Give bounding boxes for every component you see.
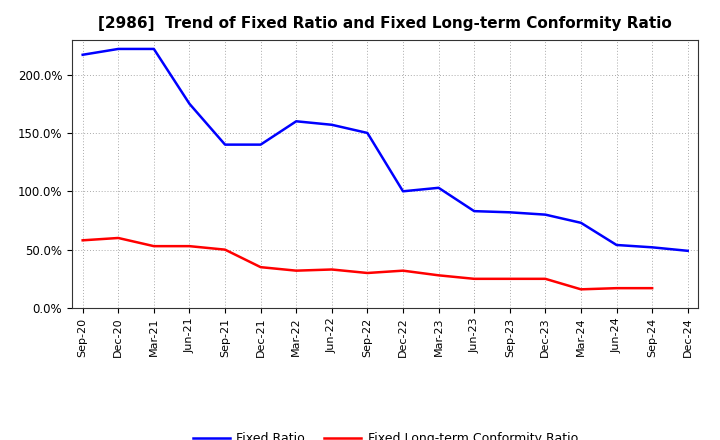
Fixed Long-term Conformity Ratio xyxy=(328,267,336,272)
Fixed Long-term Conformity Ratio xyxy=(363,270,372,275)
Fixed Ratio xyxy=(683,248,692,253)
Title: [2986]  Trend of Fixed Ratio and Fixed Long-term Conformity Ratio: [2986] Trend of Fixed Ratio and Fixed Lo… xyxy=(99,16,672,32)
Fixed Long-term Conformity Ratio xyxy=(114,235,122,241)
Fixed Ratio xyxy=(577,220,585,225)
Fixed Ratio xyxy=(114,46,122,51)
Fixed Long-term Conformity Ratio xyxy=(221,247,230,252)
Fixed Ratio xyxy=(505,210,514,215)
Line: Fixed Long-term Conformity Ratio: Fixed Long-term Conformity Ratio xyxy=(83,238,652,290)
Fixed Long-term Conformity Ratio xyxy=(399,268,408,273)
Fixed Ratio xyxy=(541,212,549,217)
Fixed Ratio xyxy=(470,209,479,214)
Fixed Ratio xyxy=(648,245,657,250)
Fixed Ratio xyxy=(434,185,443,191)
Fixed Long-term Conformity Ratio xyxy=(434,273,443,278)
Fixed Long-term Conformity Ratio xyxy=(612,286,621,291)
Fixed Ratio xyxy=(78,52,87,57)
Fixed Long-term Conformity Ratio xyxy=(78,238,87,243)
Fixed Long-term Conformity Ratio xyxy=(150,243,158,249)
Fixed Ratio xyxy=(185,101,194,106)
Fixed Long-term Conformity Ratio xyxy=(470,276,479,282)
Line: Fixed Ratio: Fixed Ratio xyxy=(83,49,688,251)
Fixed Ratio xyxy=(399,189,408,194)
Fixed Ratio xyxy=(221,142,230,147)
Fixed Ratio xyxy=(612,242,621,248)
Fixed Long-term Conformity Ratio xyxy=(505,276,514,282)
Fixed Ratio xyxy=(150,46,158,51)
Fixed Ratio xyxy=(256,142,265,147)
Legend: Fixed Ratio, Fixed Long-term Conformity Ratio: Fixed Ratio, Fixed Long-term Conformity … xyxy=(188,427,582,440)
Fixed Ratio xyxy=(292,119,300,124)
Fixed Long-term Conformity Ratio xyxy=(292,268,300,273)
Fixed Long-term Conformity Ratio xyxy=(577,287,585,292)
Fixed Long-term Conformity Ratio xyxy=(185,243,194,249)
Fixed Long-term Conformity Ratio xyxy=(648,286,657,291)
Fixed Ratio xyxy=(363,130,372,136)
Fixed Long-term Conformity Ratio xyxy=(541,276,549,282)
Fixed Long-term Conformity Ratio xyxy=(256,264,265,270)
Fixed Ratio xyxy=(328,122,336,128)
